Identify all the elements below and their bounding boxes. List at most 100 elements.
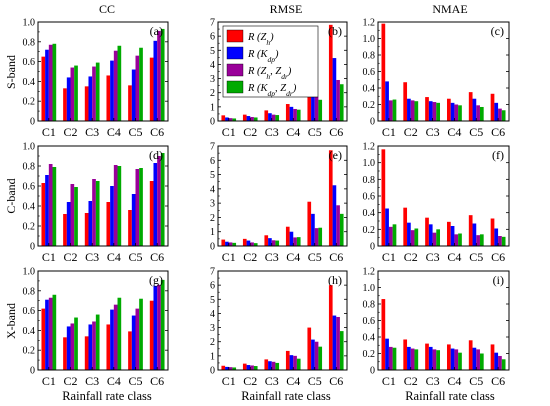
bar-c1-series-3 — [228, 118, 233, 121]
x-tick-label: C3 — [265, 250, 279, 264]
bar-c4-series-3 — [454, 349, 459, 370]
x-tick-label: C4 — [286, 250, 300, 264]
bar-c4-series-1 — [446, 221, 451, 246]
panel-g: 0 0.2 0.4 0.6 0.8 1.0 C1 C2 C3 C4 C5 C6 (g) — [23, 267, 169, 388]
bar-c6-series-2 — [153, 40, 158, 122]
bar-c1-series-2 — [45, 299, 49, 370]
bar-c5-series-4 — [139, 47, 143, 121]
bar-c5-series-3 — [314, 96, 319, 121]
legend-entry-1: R (Zh) — [247, 32, 274, 47]
plot-frame — [377, 270, 510, 371]
bar-c6-series-2 — [332, 185, 337, 246]
x-tick-label: C2 — [404, 250, 418, 264]
x-tick-label: C3 — [85, 250, 99, 264]
bar-c2-series-2 — [66, 202, 71, 246]
bar-c1-series-3 — [48, 164, 53, 246]
panels: 00.20.40.60.81.0C1 C2 C3 C4 C5 C6(a) 01234567C… — [23, 18, 510, 388]
bar-c4-series-3 — [293, 108, 297, 121]
bar-c3-series-1 — [425, 343, 429, 370]
y-tick-label: 0.4 — [363, 208, 376, 219]
y-tick-label: 0 — [210, 242, 215, 253]
bar-c5-series-3 — [476, 105, 480, 121]
bar-c5-series-1 — [128, 85, 132, 121]
x-tick-label: C2 — [243, 250, 257, 264]
bar-c5-series-1 — [307, 77, 312, 121]
x-tick-label: C2 — [63, 374, 77, 388]
y-tick-label: 1.0 — [363, 34, 376, 45]
x-tick-label: C6 — [329, 374, 343, 388]
bar-c1-series-3 — [388, 346, 393, 370]
bar-c3-series-2 — [88, 324, 93, 370]
row-labels: S-band C-band X-band — [4, 55, 18, 339]
bar-c2-series-2 — [407, 98, 411, 121]
bar-c4-series-2 — [289, 231, 294, 246]
panel-h: 0 1 2 3 4 5 6 7 C1 C2 C3 C4 C5 C6 (h) — [210, 267, 348, 388]
y-tick-label: 0 — [210, 117, 215, 128]
bar-c3-series-3 — [432, 102, 437, 121]
row-label-s-band: S-band — [4, 55, 18, 89]
bar-c5-series-3 — [135, 308, 140, 370]
bar-c1-series-4 — [52, 43, 57, 121]
bar-c6-series-1 — [490, 93, 495, 121]
column-title-cc: CC — [99, 2, 115, 16]
bar-c3-series-3 — [271, 361, 276, 370]
bar-c6-series-2 — [494, 352, 499, 370]
bar-c4-series-4 — [296, 358, 301, 370]
panel-a: 0 0.2 0.4 0.6 0.8 1.0 C1 C2 C3 C4 C5 C6 (a) — [23, 18, 169, 139]
panel-label: (d) — [149, 148, 163, 162]
x-tick-label: C5 — [308, 250, 322, 264]
bar-c5-series-1 — [307, 201, 312, 246]
bar-c1-series-4 — [392, 99, 397, 121]
bar-c3-series-4 — [275, 240, 280, 246]
y-tick-label: 0.8 — [363, 51, 376, 62]
y-tick-label: 1.2 — [363, 142, 376, 153]
y-tick-label: 1.0 — [23, 18, 36, 29]
bar-c5-series-2 — [472, 98, 477, 121]
x-tick-label: C4 — [107, 374, 121, 388]
bar-c1-series-1 — [41, 308, 46, 370]
panel-f: 0 0.2 0.4 0.6 0.8 1.0 1.2 C1 C2 C3 C4 C5 C6 (f) — [363, 142, 510, 264]
y-tick-label: 0.8 — [363, 300, 376, 311]
bar-c2-series-3 — [70, 184, 75, 246]
bar-c4-series-4 — [458, 233, 462, 246]
y-tick-label: 7 — [210, 142, 215, 153]
bar-c3-series-4 — [95, 62, 100, 121]
y-tick-label: 0.8 — [363, 175, 376, 186]
bar-c4-series-2 — [450, 226, 455, 246]
x-tick-label: C5 — [308, 125, 322, 139]
x-tick-label: C5 — [469, 250, 483, 264]
bar-c3-series-1 — [264, 359, 269, 370]
y-tick-label: 0.2 — [23, 97, 36, 108]
bar-c4-series-4 — [296, 237, 301, 246]
bar-c5-series-2 — [472, 223, 477, 246]
bar-c2-series-3 — [250, 242, 254, 246]
x-tick-label: C6 — [150, 250, 164, 264]
bar-c6-series-4 — [501, 110, 506, 121]
bar-c4-series-3 — [454, 234, 459, 246]
bar-c3-series-2 — [268, 238, 272, 246]
y-tick-label: 1.0 — [23, 267, 36, 278]
plot-frame — [217, 21, 348, 122]
bar-c4-series-4 — [458, 105, 462, 121]
bar-c3-series-4 — [436, 350, 441, 370]
bar-c2-series-2 — [66, 326, 71, 370]
bar-c4-series-3 — [293, 355, 297, 370]
bar-c4-series-1 — [285, 350, 290, 370]
bar-c5-series-1 — [128, 210, 132, 246]
bar-c3-series-2 — [268, 113, 272, 121]
column-title-nmae: NMAE — [432, 2, 467, 16]
bar-c6-series-1 — [149, 181, 154, 246]
y-tick-label: 0.6 — [363, 192, 376, 203]
y-tick-label: 0.2 — [23, 346, 36, 357]
bar-c2-series-3 — [410, 348, 415, 370]
bar-c5-series-3 — [314, 341, 319, 370]
y-tick-label: 3 — [210, 199, 215, 210]
x-axis-title-nmae: Rainfall rate class — [405, 389, 495, 403]
bar-c4-series-3 — [113, 304, 118, 370]
y-tick-label: 0.2 — [363, 349, 376, 360]
x-tick-label: C6 — [150, 125, 164, 139]
x-tick-label: C2 — [243, 125, 257, 139]
bar-c1-series-3 — [388, 226, 393, 246]
bar-c6-series-4 — [501, 236, 506, 246]
bar-c6-series-2 — [332, 315, 337, 370]
